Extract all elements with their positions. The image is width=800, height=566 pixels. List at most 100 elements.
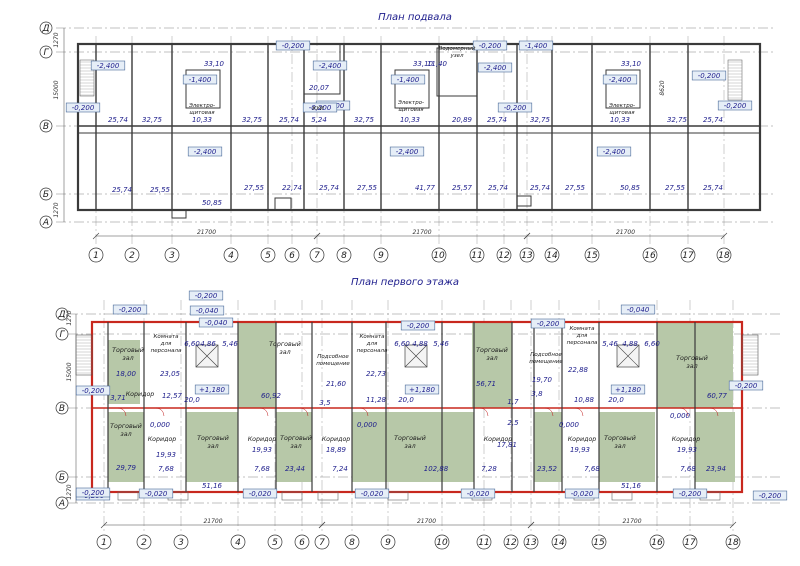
room-name-hall: зал (290, 443, 301, 450)
door-swing (259, 407, 269, 417)
first-floor-level-mark-box (610, 384, 646, 395)
column-axis-label: 17 (684, 538, 696, 548)
first-floor-area: 22,88 (568, 366, 589, 374)
row-axis-label: Г (59, 330, 65, 340)
basement-level-mark-box (602, 74, 638, 85)
basement-area: 50,85 (202, 199, 223, 207)
first-floor-area: 18,00 (116, 370, 137, 378)
dimension-text: 1270 (53, 32, 60, 47)
basement-area: 33,10 (621, 60, 642, 68)
room-name-staff: Комната (360, 334, 386, 340)
column-axis-label: 7 (319, 538, 325, 548)
column-axis-bubble (544, 247, 560, 263)
first-floor-level-mark: 0,000 (670, 412, 691, 420)
basement-area: 25,55 (150, 186, 171, 194)
stair-cross (404, 344, 428, 368)
column-axis-bubble (642, 247, 658, 263)
column-axis-bubble (716, 247, 732, 263)
dimension-tick (523, 232, 531, 240)
basement-area: 32,75 (530, 116, 551, 124)
room-name-hall: зал (120, 431, 131, 438)
first-floor-area: 21,60 (326, 380, 347, 388)
first-floor-level-mark-box (112, 304, 148, 315)
column-axis-bubble (136, 534, 152, 550)
room-name-staff: персонала (357, 348, 388, 354)
dimension-tick (92, 232, 100, 240)
basement-level-mark-box (477, 62, 513, 73)
room-name-trade: Торговый (604, 435, 636, 442)
first-floor-area: 19,93 (252, 446, 272, 454)
first-floor-area: 7,68 (680, 465, 696, 473)
column-axis-bubble (96, 534, 112, 550)
column-axis-label: 2 (129, 251, 135, 261)
column-axis-label: 8 (349, 538, 355, 548)
column-axis-bubble (230, 534, 246, 550)
column-axis-bubble (173, 534, 189, 550)
basement-area: 33,10 (413, 60, 434, 68)
column-axis-label: 18 (727, 538, 739, 548)
first-floor-area: 4,88 (622, 340, 638, 348)
shop-hall-fill (599, 412, 655, 482)
room-name-staff: для (576, 333, 588, 339)
first-floor-level-mark: -0,020 (467, 490, 490, 498)
water-meter-label: узел (449, 53, 464, 59)
electrical-room-label: щитовая (609, 110, 635, 116)
column-axis-bubble (469, 247, 485, 263)
column-axis-label: 1 (93, 251, 99, 261)
column-axis-bubble (380, 534, 396, 550)
column-axis-bubble (503, 534, 519, 550)
column-axis-label: 18 (718, 251, 730, 261)
first-floor-area: 6,60 (644, 340, 660, 348)
column-axis-label: 6 (299, 538, 305, 548)
room-name-staff: Комната (570, 326, 596, 332)
basement-area: 25,74 (530, 184, 550, 192)
basement-stair (79, 59, 95, 97)
first-floor-area: 1,7 (507, 398, 519, 406)
row-axis-bubble (39, 21, 53, 35)
row-axis-label: Г (43, 48, 49, 58)
basement-level-mark-box (389, 146, 425, 157)
column-axis-label: 2 (141, 538, 147, 548)
electrical-room-label: Электро- (608, 103, 635, 109)
basement-pit (274, 197, 292, 211)
basement-area: 41,77 (415, 184, 436, 192)
column-axis-label: 17 (682, 251, 694, 261)
first-floor-level-mark: 0,000 (357, 421, 378, 429)
first-floor-area: 23,05 (160, 370, 181, 378)
row-axis-bubble (55, 470, 69, 484)
basement-area: 50,85 (620, 184, 641, 192)
column-axis-bubble (725, 534, 741, 550)
room-name-corridor: Коридор (126, 391, 155, 398)
electrical-room-label: щитовая (189, 110, 215, 116)
column-axis-bubble (519, 247, 535, 263)
stair-cross (195, 344, 219, 368)
basement-level-mark: -0,200 (724, 102, 747, 110)
column-axis-label: 6 (289, 251, 295, 261)
door-swing (155, 407, 165, 417)
column-axis-label: 14 (546, 251, 558, 261)
first-floor-level-mark: -0,200 (82, 387, 105, 395)
first-floor-area: 5,46 (602, 340, 618, 348)
dimension-text: 1270 (53, 202, 60, 217)
first-floor-level-mark: 0,000 (559, 421, 580, 429)
basement-level-mark: -0,200 (479, 42, 502, 50)
column-axis-label: 15 (586, 251, 598, 261)
basement-area: 5,24 (311, 116, 327, 124)
shop-hall-fill (472, 322, 512, 408)
first-floor-area: 3,71 (110, 394, 126, 402)
basement-title: План подвала (378, 12, 452, 23)
first-floor-level-mark-box (189, 305, 225, 316)
room-name-trade: Торговый (476, 347, 508, 354)
basement-area: 27,55 (357, 184, 378, 192)
first-floor-area: 7,68 (254, 465, 270, 473)
dimension-text: 21700 (412, 229, 431, 236)
basement-area: 27,55 (244, 184, 265, 192)
column-axis-label: 9 (385, 538, 391, 548)
electrical-room (185, 69, 221, 109)
first-floor-area: 11,28 (366, 396, 387, 404)
first-floor-level-mark: -0,200 (759, 492, 782, 500)
room-name-utility: Подсобное (317, 354, 349, 360)
door-swing (299, 407, 309, 417)
basement-level-mark-box (187, 146, 223, 157)
